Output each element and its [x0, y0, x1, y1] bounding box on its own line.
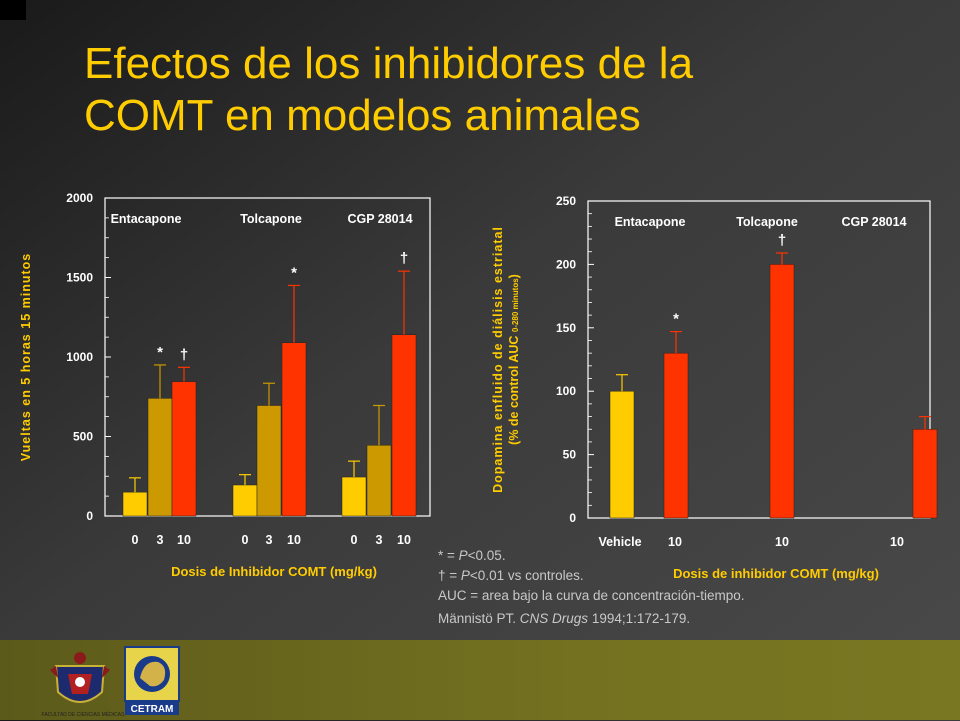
bar	[912, 428, 938, 519]
significance-marker: *	[157, 344, 163, 361]
corner-block	[0, 0, 26, 20]
x-tick-label: 10	[668, 535, 682, 549]
x-axis-label: Dosis de inhibidor COMT (mg/kg)	[673, 566, 879, 581]
y-tick-label: 100	[556, 384, 576, 398]
x-tick-label: 0	[132, 533, 139, 547]
y-tick-label: 250	[556, 194, 576, 208]
y-axis-label-line2: (% de control AUC 0-280 minutos)	[507, 274, 521, 445]
significance-marker: †	[400, 250, 408, 267]
footer-bar: FACULTAD DE CIENCIAS MÉDICAS CETRAM	[0, 640, 960, 720]
y-tick-label: 200	[556, 257, 576, 271]
footnotes: * = P<0.05. † = P<0.01 vs controles. AUC…	[438, 546, 745, 629]
x-tick-label: 0	[351, 533, 358, 547]
y-axis-label: Dopamina enfluido de diálisis estriatal	[491, 226, 505, 493]
y-tick-label: 1500	[66, 271, 93, 285]
y-tick-label: 150	[556, 321, 576, 335]
group-label: Tolcapone	[736, 215, 798, 229]
bar	[232, 484, 258, 517]
cetram-logo-text: CETRAM	[131, 704, 174, 715]
cetram-logo: CETRAM	[124, 646, 180, 716]
x-tick-label: 10	[287, 533, 301, 547]
significance-marker: †	[180, 346, 188, 363]
plot-frame	[587, 200, 931, 519]
note-auc: AUC = area bajo la curva de concentració…	[438, 588, 745, 603]
university-crest-logo	[48, 648, 112, 714]
note-reference: Männistö PT. CNS Drugs 1994;1:172-179.	[438, 611, 691, 626]
group-label: Entacapone	[111, 212, 182, 226]
note-p001: † = P<0.01 vs controles.	[438, 568, 584, 583]
y-tick-label: 0	[569, 511, 576, 525]
bar	[663, 352, 689, 519]
y-axis-label: Vueltas en 5 horas 15 minutos	[19, 253, 33, 461]
group-label: Tolcapone	[240, 212, 302, 226]
x-tick-label: 10	[890, 535, 904, 549]
x-tick-label: Vehicle	[598, 535, 641, 549]
chart-laps: 0 500 1000 1500 2000 0 * 3 † 10 0 3 * 10 0 3 † 10 Entacapo…	[19, 191, 417, 579]
y-tick-label: 2000	[66, 191, 93, 205]
university-logo-caption: FACULTAD DE CIENCIAS MÉDICAS	[41, 712, 125, 718]
bar	[256, 405, 282, 517]
y-tick-label: 1000	[66, 350, 93, 364]
x-tick-label: 3	[266, 533, 273, 547]
bar	[147, 398, 173, 517]
y-tick-label: 0	[86, 509, 93, 523]
x-tick-label: 10	[177, 533, 191, 547]
x-tick-label: 10	[775, 535, 789, 549]
significance-marker: †	[778, 232, 786, 249]
x-tick-label: 3	[376, 533, 383, 547]
significance-marker: *	[673, 311, 679, 328]
chart-dopamine: 0 50 100 150 200 250 Vehicle * 10 † 10 10 Entacapone…	[491, 194, 938, 581]
y-tick-label: 500	[73, 430, 93, 444]
group-label: CGP 28014	[841, 215, 906, 229]
y-tick-label: 50	[563, 448, 577, 462]
group-label: CGP 28014	[347, 212, 412, 226]
bar	[769, 264, 795, 519]
x-axis-label: Dosis de Inhibidor COMT (mg/kg)	[171, 564, 377, 579]
bar	[171, 381, 197, 517]
x-tick-label: 3	[157, 533, 164, 547]
bar	[391, 334, 417, 517]
group-label: Entacapone	[615, 215, 686, 229]
bar	[366, 444, 392, 517]
significance-marker: *	[291, 264, 297, 281]
slide-title: Efectos de los inhibidores de la COMT en…	[84, 39, 694, 140]
note-p005: * = P<0.05.	[438, 548, 506, 563]
x-tick-label: 0	[242, 533, 249, 547]
bar	[609, 390, 635, 519]
x-tick-label: 10	[397, 533, 411, 547]
